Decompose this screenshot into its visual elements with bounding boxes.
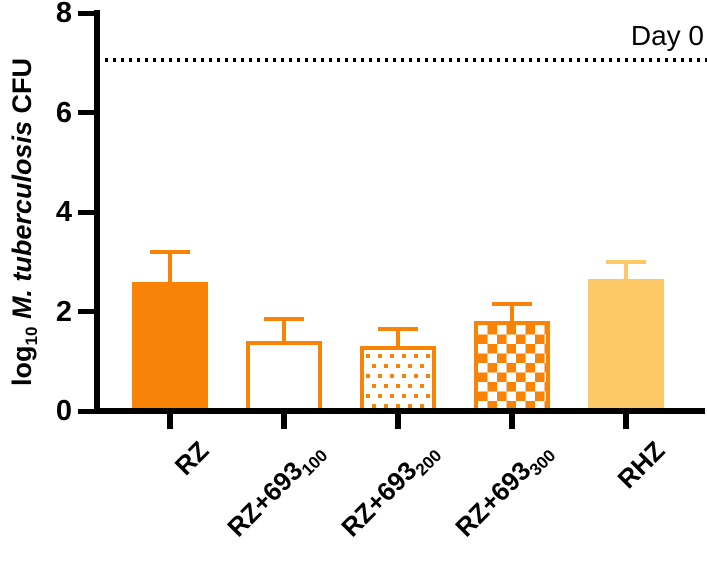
bar-rz-693-100 [246, 341, 322, 413]
error-bar-stem-rhz [624, 262, 628, 279]
x-label-text-rz-693-300: RZ+693 [449, 455, 537, 543]
y-axis-tick-4 [78, 210, 95, 215]
y-axis-tick-6 [78, 110, 95, 115]
x-label-rz-693-100: RZ+693100 [221, 436, 331, 545]
bar-rz-693-200 [360, 346, 436, 413]
y-tick-label-0: 0 [55, 395, 72, 427]
y-tick-label-6: 6 [55, 97, 72, 129]
x-axis-tick-rz-693-300 [509, 413, 515, 429]
y-tick-label-4: 4 [55, 196, 72, 228]
x-axis-tick-rz-693-200 [395, 413, 401, 429]
y-tick-label-2: 2 [55, 296, 72, 328]
x-label-text-rz-693-100: RZ+693 [221, 455, 309, 543]
error-bar-stem-rz [168, 252, 172, 282]
error-bar-cap-rhz [606, 260, 646, 264]
error-bar-cap-rz-693-100 [264, 317, 304, 321]
y-axis-line [94, 10, 100, 414]
error-bar-cap-rz-693-300 [492, 302, 532, 306]
x-axis-tick-rhz [623, 413, 629, 429]
y-axis-tick-2 [78, 309, 95, 314]
x-label-text-rz: RZ [168, 435, 215, 482]
day0-label: Day 0 [630, 20, 704, 51]
y-axis-title-prefix: log [7, 345, 37, 386]
bar-rz-693-300 [474, 321, 550, 413]
y-axis-tick-0 [78, 409, 95, 414]
error-bar-stem-rz-693-100 [282, 319, 286, 341]
x-label-rhz: RHZ [611, 435, 671, 495]
day0-reference-line [97, 58, 707, 62]
error-bar-stem-rz-693-300 [510, 304, 514, 321]
x-label-text-rz-693-200: RZ+693 [335, 455, 423, 543]
x-label-rz-693-300: RZ+693300 [449, 436, 559, 545]
x-label-rz-693-200: RZ+693200 [335, 436, 445, 545]
x-axis-tick-rz [167, 413, 173, 429]
error-bar-cap-rz [150, 250, 190, 254]
error-bar-cap-rz-693-200 [378, 327, 418, 331]
y-axis-tick-8 [78, 11, 95, 16]
x-axis-line [94, 408, 705, 414]
y-axis-title-subscript: 10 [22, 326, 41, 346]
error-bar-stem-rz-693-200 [396, 329, 400, 346]
x-label-text-rhz: RHZ [611, 435, 671, 495]
x-axis-tick-rz-693-100 [281, 413, 287, 429]
y-tick-label-8: 8 [55, 0, 72, 29]
bar-rhz [588, 279, 664, 413]
x-label-rz: RZ [168, 435, 215, 482]
bar-rz [132, 282, 208, 413]
